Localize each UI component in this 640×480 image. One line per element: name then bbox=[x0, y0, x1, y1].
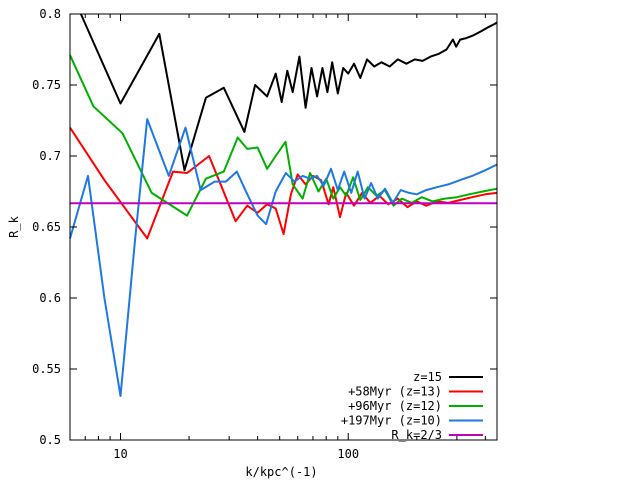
series-line-4 bbox=[69, 118, 498, 397]
x-tick-label: 10 bbox=[113, 447, 127, 461]
y-tick-label: 0.65 bbox=[32, 220, 61, 234]
legend-label: +197Myr (z=10) bbox=[341, 414, 442, 428]
legend-label: z=15 bbox=[413, 370, 442, 384]
y-axis-label: R_k bbox=[7, 215, 21, 237]
legend-label: +96Myr (z=12) bbox=[348, 399, 442, 413]
y-tick-label: 0.7 bbox=[39, 149, 61, 163]
legend: z=15+58Myr (z=13)+96Myr (z=12)+197Myr (z… bbox=[341, 370, 483, 442]
y-tick-label: 0.5 bbox=[39, 433, 61, 447]
legend-label: +58Myr (z=13) bbox=[348, 385, 442, 399]
y-tick-label: 0.55 bbox=[32, 362, 61, 376]
y-tick-label: 0.75 bbox=[32, 78, 61, 92]
tick-layer: 0.5 0.55 0.6 0.65 0.7 0.75 0.8 10 100 bbox=[32, 7, 497, 461]
series-line-2 bbox=[69, 127, 498, 240]
y-tick-label: 0.8 bbox=[39, 7, 61, 21]
legend-label: R_k=2/3 bbox=[391, 428, 442, 442]
series-line-1 bbox=[79, 13, 498, 172]
series-line-3 bbox=[69, 54, 498, 217]
x-axis-label: k/kpc^(-1) bbox=[245, 465, 317, 479]
x-tick-label: 100 bbox=[337, 447, 359, 461]
series-layer bbox=[69, 13, 498, 397]
y-tick-label: 0.6 bbox=[39, 291, 61, 305]
